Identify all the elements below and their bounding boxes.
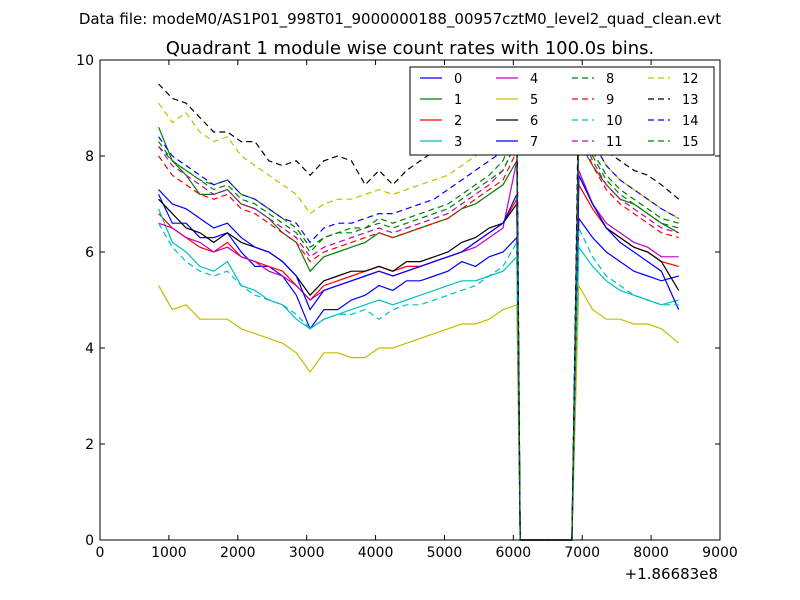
- series-line-8: [158, 112, 679, 541]
- x-tick-label: 9000: [702, 545, 738, 561]
- y-tick-label: 6: [85, 245, 94, 261]
- series-line-5: [158, 283, 680, 541]
- legend-label: 14: [682, 114, 699, 129]
- series-line-0: [158, 194, 679, 541]
- x-tick-label: 2000: [220, 545, 256, 561]
- y-tick-label: 4: [85, 341, 94, 357]
- y-tick-label: 0: [85, 533, 94, 549]
- series-line-10: [158, 222, 679, 541]
- legend-label: 6: [530, 114, 538, 129]
- series-line-15: [158, 122, 679, 541]
- y-tick-label: 8: [85, 149, 94, 165]
- legend-label: 11: [606, 135, 623, 150]
- legend-label: 9: [606, 93, 614, 108]
- x-offset-label: +1.86683e8: [625, 565, 718, 583]
- y-tick-label: 10: [76, 53, 94, 69]
- legend-label: 4: [530, 72, 538, 87]
- x-tick-label: 1000: [151, 545, 187, 561]
- legend-label: 12: [682, 72, 699, 87]
- figure-suptitle: Data file: modeM0/AS1P01_998T01_90000001…: [79, 10, 721, 29]
- legend-label: 5: [530, 93, 538, 108]
- series-line-1: [158, 126, 679, 541]
- legend-label: 10: [606, 114, 623, 129]
- series-line-7: [158, 174, 680, 541]
- series-line-12: [158, 102, 679, 541]
- legend-label: 3: [454, 135, 462, 150]
- legend-label: 1: [454, 93, 462, 108]
- legend-label: 15: [682, 135, 699, 150]
- axes-frame: [99, 59, 721, 541]
- y-tick-label: 2: [85, 437, 94, 453]
- x-tick-label: 5000: [427, 545, 463, 561]
- x-tick-label: 6000: [496, 545, 532, 561]
- x-tick-label: 3000: [289, 545, 325, 561]
- legend-label: 2: [454, 114, 462, 129]
- x-tick-label: 0: [96, 545, 105, 561]
- legend-label: 0: [454, 72, 462, 87]
- legend-box: [409, 66, 715, 156]
- ticks-layer: 0 1000 2000 3000 4000 5000 6000 7000 8000 9000 0 2 4…: [76, 53, 738, 561]
- legend-label: 13: [682, 93, 699, 108]
- series-line-11: [158, 126, 679, 541]
- legend-label: 7: [530, 135, 538, 150]
- x-tick-label: 7000: [564, 545, 600, 561]
- legend-label: 8: [606, 72, 614, 87]
- x-tick-label: 8000: [633, 545, 669, 561]
- x-tick-label: 4000: [358, 545, 394, 561]
- chart-title: Quadrant 1 module wise count rates with …: [166, 38, 655, 59]
